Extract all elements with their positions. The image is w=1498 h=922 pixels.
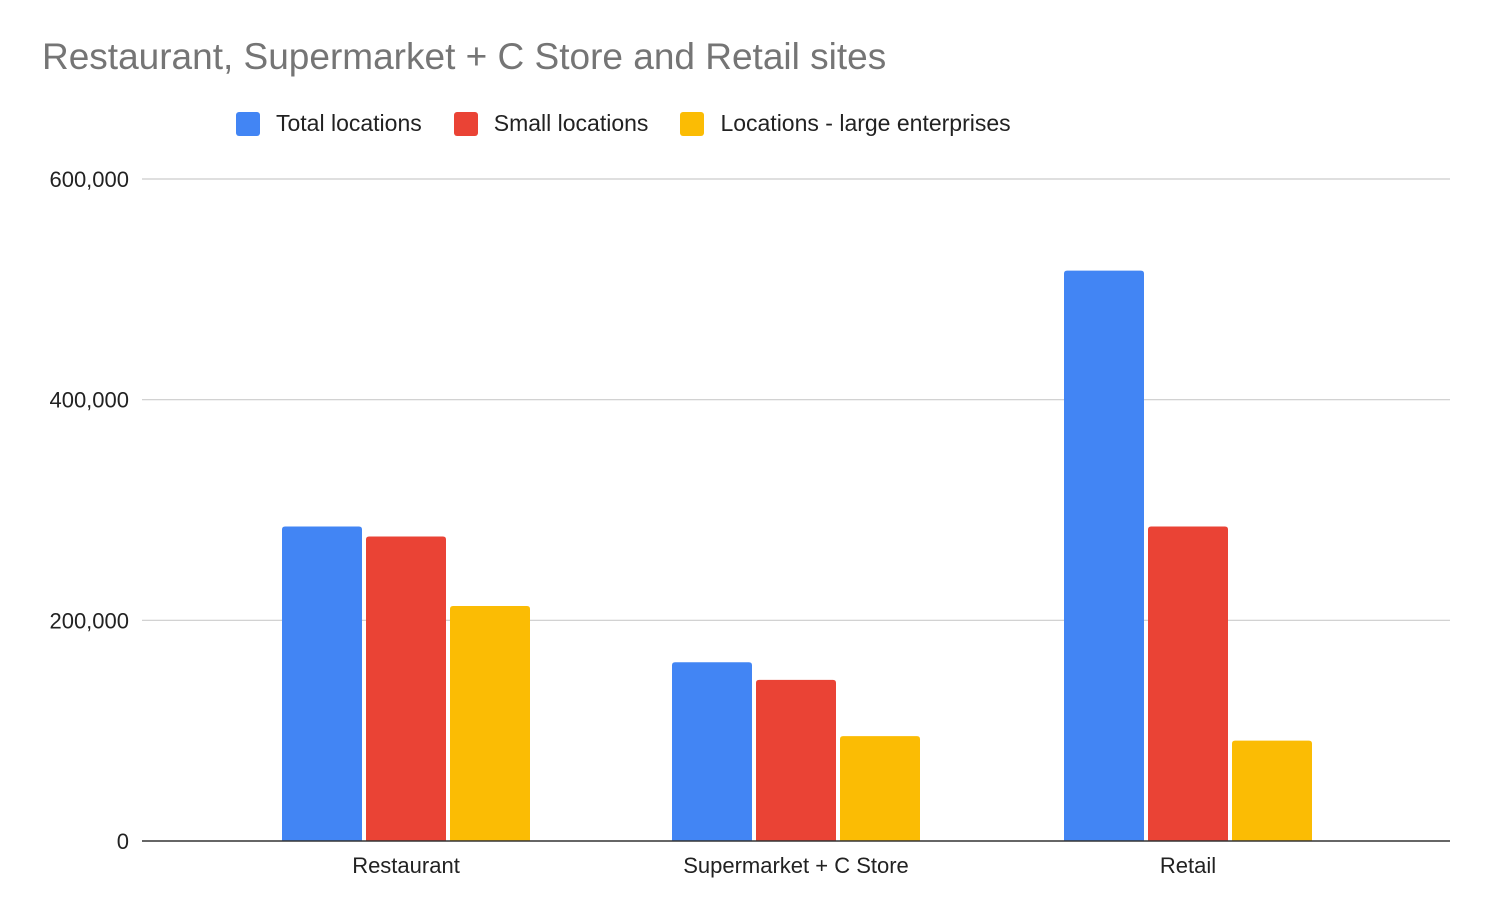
- legend-swatch-total: [236, 111, 260, 136]
- legend-item-large: Locations - large enterprises: [680, 110, 1011, 137]
- bar-small-2: [1148, 526, 1228, 841]
- legend-item-total: Total locations: [236, 110, 422, 137]
- bar-total-1: [672, 662, 752, 841]
- x-tick-label: Restaurant: [352, 853, 460, 878]
- legend-swatch-large: [680, 111, 705, 136]
- y-tick-label: 200,000: [49, 608, 129, 633]
- legend-label-small: Small locations: [493, 110, 649, 136]
- bar-large-0: [450, 605, 530, 841]
- bar-total-2: [1064, 270, 1144, 841]
- bar-total-0: [282, 526, 362, 841]
- bar-small-0: [366, 536, 446, 841]
- y-tick-label: 0: [117, 829, 129, 854]
- legend-label-large: Locations - large enterprises: [720, 110, 1011, 136]
- legend: Total locations Small locations Location…: [236, 110, 1011, 137]
- y-tick-label: 600,000: [49, 167, 129, 192]
- x-tick-label: Retail: [1160, 853, 1216, 878]
- bar-large-1: [840, 736, 920, 841]
- bar-small-1: [756, 679, 836, 841]
- chart-title: Restaurant, Supermarket + C Store and Re…: [42, 36, 887, 77]
- legend-item-small: Small locations: [453, 110, 649, 137]
- legend-label-total: Total locations: [276, 110, 422, 136]
- x-tick-label: Supermarket + C Store: [683, 853, 909, 878]
- y-tick-label: 400,000: [49, 388, 129, 413]
- legend-swatch-small: [453, 111, 478, 136]
- bar-large-2: [1232, 740, 1312, 841]
